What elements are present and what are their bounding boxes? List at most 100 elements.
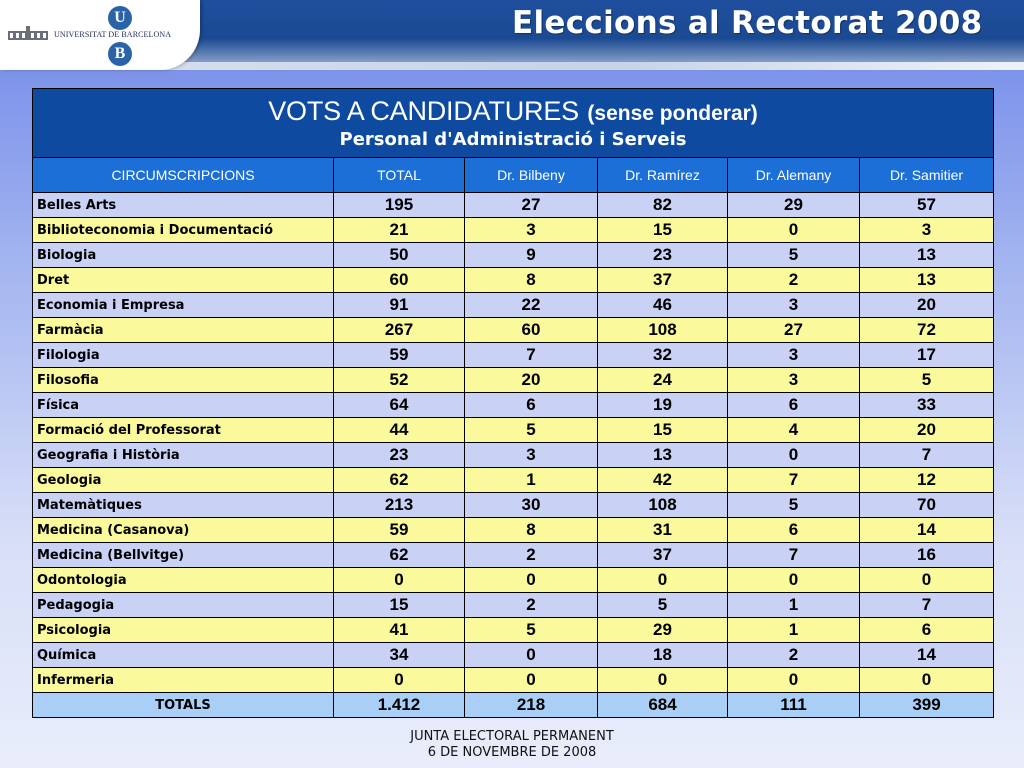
- vote-cell: 59: [333, 517, 465, 543]
- vote-cell: 6: [727, 392, 860, 418]
- top-banner: UNIVERSITAT DE BARCELONA U B Eleccions a…: [0, 0, 1024, 70]
- vote-cell: 5: [597, 592, 728, 618]
- vote-cell: 2: [727, 642, 860, 668]
- table-row: Dret 60 8 37 2 13: [32, 267, 995, 293]
- vote-cell: 42: [597, 467, 728, 493]
- table-title-note: (sense ponderar): [587, 102, 758, 125]
- column-header: CIRCUMSCRIPCIONS: [32, 157, 334, 193]
- table-row: Belles Arts 195 27 82 29 57: [32, 192, 995, 218]
- circumscription-name: Odontologia: [32, 567, 334, 593]
- vote-cell: 2: [464, 592, 598, 618]
- vote-cell: 9: [464, 242, 598, 268]
- vote-cell: 0: [464, 567, 598, 593]
- vote-cell: 213: [333, 492, 465, 518]
- circumscription-name: Física: [32, 392, 334, 418]
- circumscription-name: Medicina (Casanova): [32, 517, 334, 543]
- results-table: VOTS A CANDIDATURES (sense ponderar) Per…: [31, 88, 995, 718]
- table-row: Biologia 50 9 23 5 13: [32, 242, 995, 268]
- vote-cell: 29: [597, 617, 728, 643]
- vote-cell: 14: [858, 642, 995, 668]
- vote-cell: 52: [333, 367, 465, 393]
- column-header: Dr. Ramírez: [597, 157, 728, 193]
- vote-cell: 41: [333, 617, 465, 643]
- table-row: Geografia i Història 23 3 13 0 7: [32, 442, 995, 468]
- vote-cell: 16: [858, 542, 995, 568]
- vote-cell: 46: [597, 292, 728, 318]
- vote-cell: 31: [597, 517, 728, 543]
- vote-cell: 0: [727, 217, 860, 243]
- table-row: Medicina (Casanova) 59 8 31 6 14: [32, 517, 995, 543]
- circumscription-name: Belles Arts: [32, 192, 334, 218]
- vote-cell: 3: [727, 367, 860, 393]
- circumscription-name: Economia i Empresa: [32, 292, 334, 318]
- vote-cell: 37: [597, 542, 728, 568]
- vote-cell: 2: [464, 542, 598, 568]
- vote-cell: 3: [464, 442, 598, 468]
- circumscription-name: Formació del Professorat: [32, 417, 334, 443]
- table-body: Belles Arts 195 27 82 29 57 Biblioteconomia i …: [32, 192, 995, 693]
- column-header: TOTAL: [333, 157, 465, 193]
- vote-cell: 72: [858, 317, 995, 343]
- vote-cell: 59: [333, 342, 465, 368]
- vote-cell: 195: [333, 192, 465, 218]
- vote-cell: 0: [858, 667, 995, 693]
- vote-cell: 60: [333, 267, 465, 293]
- vote-cell: 27: [464, 192, 598, 218]
- vote-cell: 0: [333, 667, 465, 693]
- vote-cell: 20: [858, 417, 995, 443]
- banner-title: Eleccions al Rectorat 2008: [512, 5, 983, 41]
- vote-cell: 21: [333, 217, 465, 243]
- vote-cell: 91: [333, 292, 465, 318]
- building-icon: [8, 26, 48, 40]
- vote-cell: 0: [464, 642, 598, 668]
- vote-cell: 3: [858, 217, 995, 243]
- vote-cell: 24: [597, 367, 728, 393]
- vote-cell: 20: [858, 292, 995, 318]
- totals-label: TOTALS: [32, 692, 334, 718]
- circumscription-name: Psicologia: [32, 617, 334, 643]
- vote-cell: 5: [727, 242, 860, 268]
- vote-cell: 0: [727, 442, 860, 468]
- vote-cell: 7: [727, 467, 860, 493]
- vote-cell: 3: [727, 342, 860, 368]
- vote-cell: 18: [597, 642, 728, 668]
- table-row: Geologia 62 1 42 7 12: [32, 467, 995, 493]
- vote-cell: 23: [333, 442, 465, 468]
- logo-letter-b: B: [108, 42, 132, 66]
- column-header-row: CIRCUMSCRIPCIONS TOTAL Dr. Bilbeny Dr. R…: [32, 157, 995, 193]
- vote-cell: 15: [597, 417, 728, 443]
- vote-cell: 0: [727, 667, 860, 693]
- circumscription-name: Geografia i Història: [32, 442, 334, 468]
- circumscription-name: Pedagogia: [32, 592, 334, 618]
- table-row: Economia i Empresa 91 22 46 3 20: [32, 292, 995, 318]
- vote-cell: 12: [858, 467, 995, 493]
- table-row: Infermeria 0 0 0 0 0: [32, 667, 995, 693]
- vote-cell: 70: [858, 492, 995, 518]
- vote-cell: 0: [727, 567, 860, 593]
- table-row: Psicologia 41 5 29 1 6: [32, 617, 995, 643]
- table-title-block: VOTS A CANDIDATURES (sense ponderar) Per…: [31, 88, 995, 158]
- table-title: VOTS A CANDIDATURES: [268, 96, 579, 126]
- totals-row: TOTALS 1.412 218 684 111 399: [32, 692, 995, 718]
- column-header: Dr. Samitier: [858, 157, 995, 193]
- totals-cell: 1.412: [333, 692, 465, 718]
- totals-cell: 218: [464, 692, 598, 718]
- totals-cell: 111: [727, 692, 860, 718]
- vote-cell: 7: [464, 342, 598, 368]
- vote-cell: 7: [858, 442, 995, 468]
- circumscription-name: Farmàcia: [32, 317, 334, 343]
- vote-cell: 5: [464, 417, 598, 443]
- banner-stripe: [0, 62, 1024, 70]
- table-row: Química 34 0 18 2 14: [32, 642, 995, 668]
- vote-cell: 6: [858, 617, 995, 643]
- vote-cell: 0: [464, 667, 598, 693]
- vote-cell: 8: [464, 267, 598, 293]
- totals-cell: 399: [858, 692, 995, 718]
- vote-cell: 5: [727, 492, 860, 518]
- university-logo: UNIVERSITAT DE BARCELONA U B: [0, 0, 200, 70]
- table-row: Biblioteconomia i Documentació 21 3 15 0 3: [32, 217, 995, 243]
- circumscription-name: Química: [32, 642, 334, 668]
- vote-cell: 20: [464, 367, 598, 393]
- table-row: Pedagogia 15 2 5 1 7: [32, 592, 995, 618]
- vote-cell: 29: [727, 192, 860, 218]
